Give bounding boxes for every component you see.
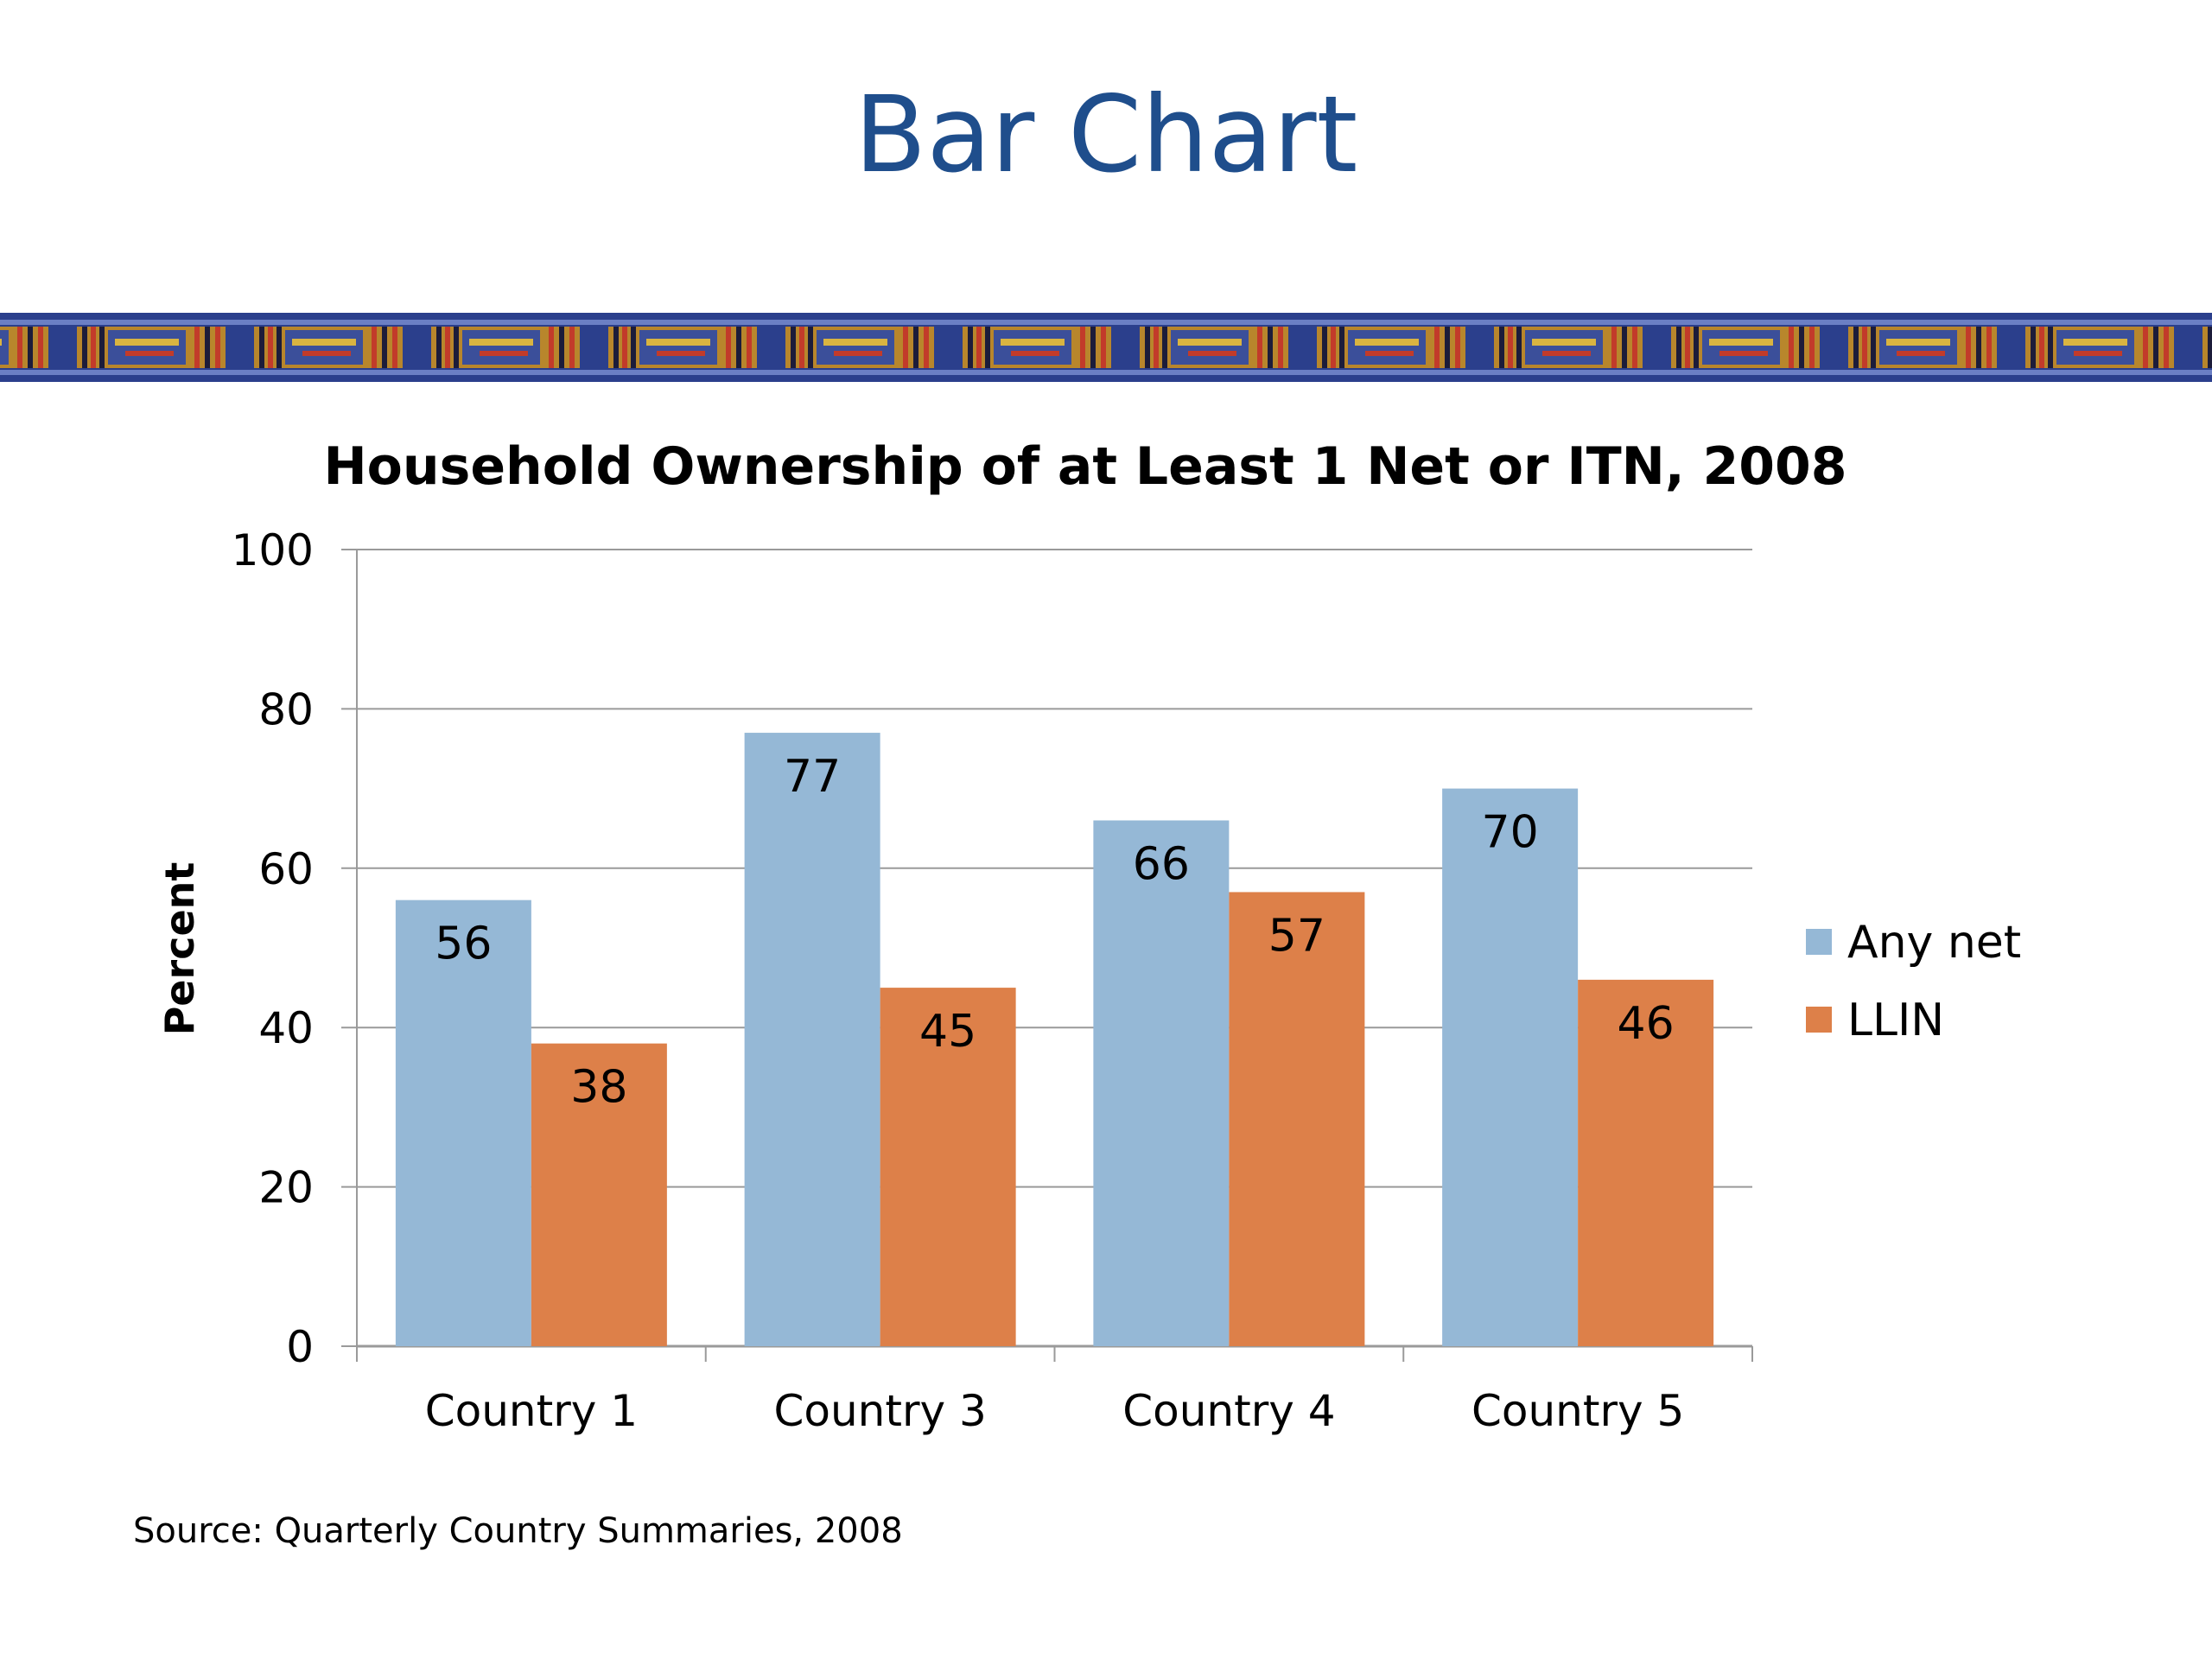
bar-llin <box>880 988 1016 1346</box>
legend-swatch-any-net <box>1806 929 1832 955</box>
banner-bottom-stripe <box>0 370 2212 375</box>
bar-llin <box>1229 892 1365 1346</box>
banner-pattern-block <box>431 327 580 368</box>
bar-any-net <box>395 899 531 1346</box>
banner-pattern-block <box>1317 327 1465 368</box>
y-tick-label: 20 <box>258 1163 314 1213</box>
data-label: 66 <box>1133 838 1190 890</box>
data-label: 46 <box>1618 998 1675 1050</box>
banner-pattern-block <box>77 327 226 368</box>
y-tick-label: 60 <box>258 844 314 894</box>
data-label: 56 <box>435 918 492 970</box>
legend-label-llin: LLIN <box>1847 995 1944 1046</box>
banner-pattern-block <box>1671 327 1820 368</box>
data-label: 70 <box>1482 807 1539 859</box>
banner-pattern-block <box>963 327 1111 368</box>
slide-title: Bar Chart <box>854 73 1358 196</box>
x-tick-label: Country 4 <box>1122 1386 1335 1436</box>
y-tick-label: 0 <box>286 1322 314 1372</box>
banner-pattern-block <box>0 327 48 368</box>
y-axis-label: Percent <box>156 862 203 1036</box>
data-label: 77 <box>784 751 841 803</box>
banner-top-stripe <box>0 320 2212 325</box>
legend-swatch-llin <box>1806 1007 1832 1033</box>
data-label: 45 <box>919 1006 976 1058</box>
x-tick-label: Country 5 <box>1471 1386 1684 1436</box>
data-label: 38 <box>570 1062 627 1114</box>
banner-pattern-block <box>254 327 403 368</box>
y-tick-label: 40 <box>258 1003 314 1053</box>
axes: 0 20 40 60 80 100 Country 1 Country 3 Country 4 C… <box>232 525 1753 1436</box>
y-tick-label: 80 <box>258 684 314 734</box>
bar-llin <box>1578 979 1714 1346</box>
legend: Any net LLIN <box>1806 917 2021 1046</box>
x-tick-label: Country 3 <box>773 1386 986 1436</box>
data-label: 57 <box>1268 910 1325 962</box>
bar-llin <box>531 1043 667 1346</box>
banner-pattern-block <box>1494 327 1643 368</box>
x-tick-label: Country 1 <box>425 1386 638 1436</box>
legend-label-any-net: Any net <box>1847 917 2021 969</box>
banner-pattern-block <box>1140 327 1288 368</box>
banner-pattern-block <box>785 327 934 368</box>
data-labels: 56 38 77 45 66 57 70 46 <box>435 751 1674 1114</box>
decorative-banner <box>0 313 2212 382</box>
banner-pattern-block <box>1848 327 1997 368</box>
bars <box>395 733 1714 1346</box>
banner-pattern-block <box>608 327 757 368</box>
bar-any-net <box>1093 820 1230 1346</box>
y-tick-label: 100 <box>232 525 314 575</box>
banner-pattern-block <box>2025 327 2174 368</box>
source-note: Source: Quarterly Country Summaries, 200… <box>133 1511 903 1551</box>
bar-any-net <box>744 733 880 1346</box>
bar-any-net <box>1442 788 1579 1346</box>
banner-pattern-block <box>2202 327 2212 368</box>
chart-title: Household Ownership of at Least 1 Net or… <box>323 436 1847 497</box>
